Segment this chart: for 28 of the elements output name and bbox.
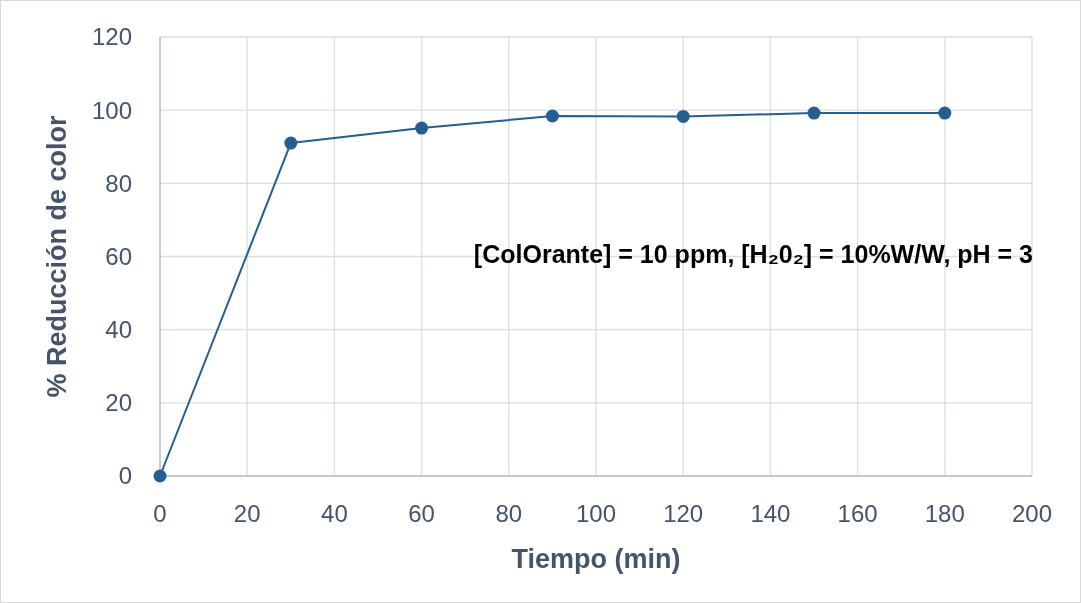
x-tick-label: 200 [1011, 500, 1053, 527]
y-tick-label: 80 [105, 169, 132, 197]
y-tick-label: 0 [118, 462, 132, 490]
point [807, 106, 821, 120]
x-tick-label: 160 [837, 500, 878, 527]
x-tick-label: 140 [750, 500, 791, 527]
point [938, 106, 952, 120]
y-tick-label: 100 [91, 96, 132, 124]
x-tick-label: 20 [233, 500, 261, 527]
y-tick-label: 120 [91, 23, 132, 51]
point [676, 109, 690, 123]
x-tick-label: 80 [495, 500, 523, 527]
point [545, 109, 559, 123]
y-axis-title: % Reducción de color [42, 114, 72, 398]
y-tick-label: 40 [105, 316, 132, 344]
y-tick-label: 60 [105, 242, 132, 270]
x-tick-label: 40 [321, 500, 348, 527]
point [153, 469, 167, 483]
x-tick-label: 100 [575, 500, 617, 527]
x-tick-label: 180 [924, 500, 965, 527]
point [415, 121, 429, 135]
x-axis-title: Tiempo (min) [511, 544, 681, 574]
x-tick-label: 0 [153, 500, 167, 527]
point [284, 136, 298, 150]
annotation: [ColOrante] = 10 ppm, [H₂0₂] = 10%W/W, pH = 3 [473, 240, 1033, 268]
y-tick-label: 20 [105, 389, 132, 417]
x-tick-label: 60 [408, 500, 435, 527]
x-tick-label: 120 [663, 500, 704, 527]
